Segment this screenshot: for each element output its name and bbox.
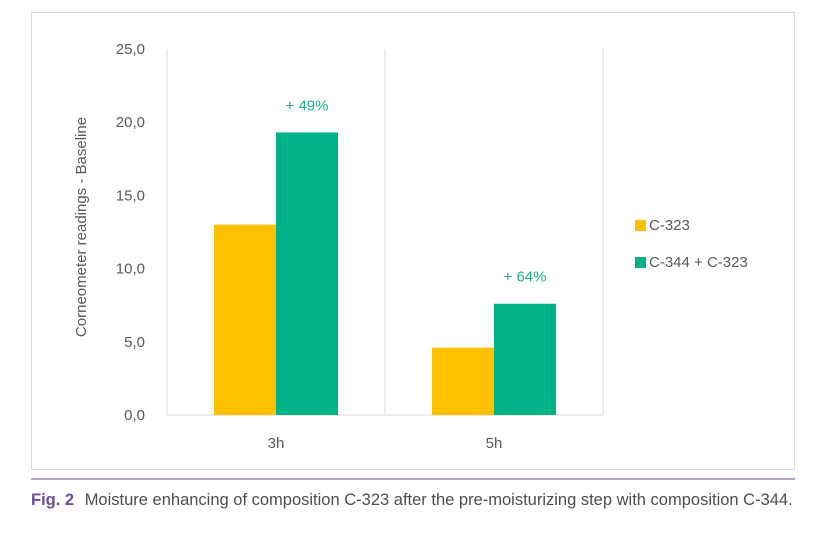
chart-frame: 0,0 5,0 10,0 15,0 20,0 25,0 3h 5h + 49% + 64% C-… — [31, 12, 795, 470]
y-tick-label: 25,0 — [116, 41, 145, 58]
figure-caption: Fig. 2 Moisture enhancing of composition… — [31, 487, 795, 514]
y-tick-label: 10,0 — [116, 261, 145, 278]
percent-increase-label: + 49% — [286, 97, 329, 114]
legend-swatch — [635, 257, 646, 268]
legend-label: C-344 + C-323 — [649, 254, 748, 271]
legend-swatch — [635, 220, 646, 231]
percent-increase-label: + 64% — [504, 269, 547, 286]
bar-c-344-c-323-3h — [276, 132, 338, 415]
x-tick-label: 5h — [486, 435, 503, 452]
y-tick-label: 20,0 — [116, 114, 145, 131]
bar-c-323-3h — [214, 224, 276, 415]
legend-label: C-323 — [649, 217, 690, 234]
y-axis-label: Corneometer readings - Baseline — [73, 117, 90, 337]
bar-c-323-5h — [432, 347, 494, 415]
caption-text: Moisture enhancing of composition C-323 … — [84, 491, 793, 509]
caption-divider — [31, 478, 795, 480]
figure-label: Fig. 2 — [31, 491, 75, 509]
y-tick-label: 15,0 — [116, 187, 145, 204]
x-tick-label: 3h — [268, 435, 285, 452]
y-tick-label: 5,0 — [124, 334, 145, 351]
bar-c-344-c-323-5h — [494, 303, 556, 415]
annotation-background — [466, 261, 584, 290]
bar-chart: 0,0 5,0 10,0 15,0 20,0 25,0 3h 5h + 49% + 64% C-… — [73, 41, 748, 452]
annotation-background — [248, 90, 366, 119]
y-tick-label: 0,0 — [124, 407, 145, 424]
